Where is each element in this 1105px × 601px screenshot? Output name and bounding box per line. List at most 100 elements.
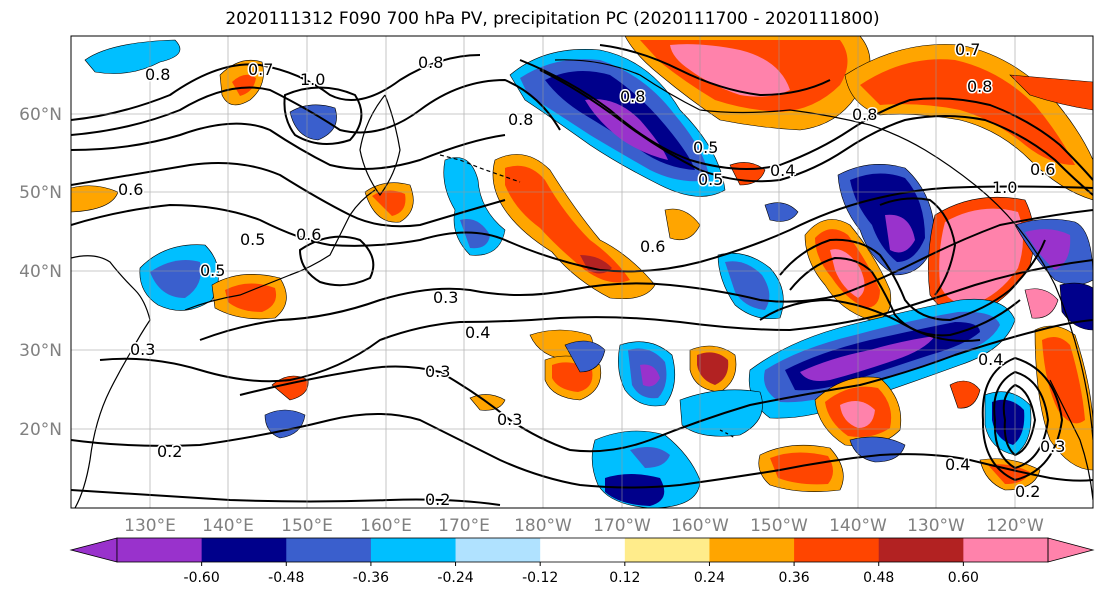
contour-label: 0.3 [130, 340, 155, 359]
contour-label: 0.8 [508, 110, 533, 129]
contour-label: 0.6 [296, 225, 321, 244]
contour-label: 0.8 [967, 77, 992, 96]
coastlines [71, 59, 1093, 508]
colorbar-segment [963, 538, 1049, 562]
colorbar-tick-label: 0.48 [863, 570, 894, 586]
pv-contour [283, 86, 363, 145]
colorbar-tick-label: -0.60 [184, 570, 220, 586]
colorbar-segment [709, 538, 795, 562]
lon-label: 150°W [750, 516, 808, 536]
pv-contour [239, 319, 1093, 453]
coastline-hawaii [719, 429, 736, 439]
contour-label: 0.7 [955, 40, 980, 59]
pv-contour [71, 185, 1093, 273]
colorbar-segment [201, 538, 287, 562]
contour-label: 0.3 [497, 410, 522, 429]
pv-contour [71, 78, 561, 136]
longitude-labels: 130°E 140°E 150°E 160°E 170°E 180°W 170°… [124, 516, 1044, 536]
colorbar-segments [69, 537, 1095, 563]
colorbar-tick-label: -0.48 [268, 570, 304, 586]
colorbar-segment [370, 538, 457, 562]
precip-blob-pos [1024, 288, 1059, 319]
colorbar-tick-label: 0.60 [948, 570, 979, 586]
colorbar-tick-label: 0.24 [694, 570, 725, 586]
contour-label: 0.5 [693, 138, 718, 157]
pv-contour [298, 235, 375, 287]
colorbar-tick-label: 0.12 [609, 570, 640, 586]
pv-contour [71, 413, 1093, 489]
colorbar-segment [878, 538, 964, 562]
colorbar: -0.60 -0.48 -0.36 -0.24 -0.12 0.12 0.24 0.36 0.4… [69, 537, 1095, 586]
colorbar-tick-label: -0.36 [353, 570, 389, 586]
colorbar-frame [116, 537, 1049, 563]
contour-label-group: 0.8 0.7 1.0 0.8 0.8 0.6 0.5 0.6 0.5 0.4 … [117, 39, 1067, 509]
contour-label: 0.2 [157, 442, 182, 461]
colorbar-tick-label: 0.36 [779, 570, 810, 586]
contour-label: 0.8 [418, 53, 443, 72]
lon-label: 170°W [593, 516, 651, 536]
latitude-labels: 60°N 50°N 40°N 30°N 20°N [19, 105, 62, 440]
precip-blob-pos [949, 380, 981, 409]
precip-blob-neg [84, 39, 181, 74]
lon-label: 160°E [360, 516, 412, 536]
contour-label: 0.5 [240, 230, 265, 249]
colorbar-extend-min [69, 537, 118, 563]
map-frame [70, 35, 1094, 509]
lon-label: 150°E [281, 516, 333, 536]
coastline-aleutians [439, 154, 521, 183]
contour-label: 0.8 [145, 65, 170, 84]
contour-label: 0.3 [1040, 437, 1065, 456]
lon-label: 180°W [514, 516, 572, 536]
colorbar-tick-label: -0.24 [437, 570, 473, 586]
precip-blob-neg [443, 157, 506, 256]
lat-label: 40°N [19, 262, 62, 282]
pv-contour [71, 122, 506, 170]
contour-label: 1.0 [300, 70, 325, 89]
pv-contour [1002, 383, 1037, 457]
precip-blob-neg [764, 202, 799, 222]
pv-contour [539, 69, 1093, 196]
contour-label: 0.6 [118, 180, 143, 199]
colorbar-segment [540, 538, 626, 562]
lon-label: 140°E [202, 516, 254, 536]
colorbar-extend-max [1047, 537, 1095, 563]
contour-label: 0.4 [770, 161, 795, 180]
contour-label: 0.5 [200, 261, 225, 280]
contour-label: 0.7 [248, 60, 273, 79]
contour-label: 0.8 [620, 87, 645, 106]
colorbar-segment [794, 538, 880, 562]
pv-contour [879, 197, 957, 296]
colorbar-segment [624, 538, 710, 562]
lon-label: 130°W [907, 516, 965, 536]
pv-contour [779, 238, 1046, 322]
coastline-japan [184, 189, 376, 311]
contour-label: 1.0 [992, 178, 1017, 197]
contour-label: 0.6 [640, 237, 665, 256]
pv-contour [981, 356, 1064, 482]
lat-label: 60°N [19, 105, 62, 125]
precip-blob-neg [849, 436, 906, 463]
pv-contour [71, 161, 506, 228]
contour-label: 0.4 [945, 455, 970, 474]
contour-label: 0.3 [425, 362, 450, 381]
pv-contour [759, 298, 981, 342]
contour-label: 0.2 [1015, 482, 1040, 501]
contour-label: 0.6 [1030, 160, 1055, 179]
contour-label: 0.5 [698, 170, 723, 189]
colorbar-tick-label: -0.12 [522, 570, 558, 586]
lon-label: 140°W [829, 516, 887, 536]
contour-label: 0.4 [465, 323, 490, 342]
colorbar-ticks: -0.60 -0.48 -0.36 -0.24 -0.12 0.12 0.24 0.36 0.4… [184, 562, 979, 586]
pv-contour [199, 209, 1093, 341]
pv-contour [789, 256, 1021, 337]
graticule [71, 36, 1093, 508]
lat-label: 20°N [19, 420, 62, 440]
lat-label: 50°N [19, 183, 62, 203]
coastline-asia [71, 255, 151, 508]
map-title: 2020111312 F090 700 hPa PV, precipitatio… [225, 9, 880, 29]
coastline-alaska [554, 59, 1093, 441]
contour-label: 0.8 [852, 105, 877, 124]
colorbar-segment [455, 538, 541, 562]
lon-label: 120°W [986, 516, 1044, 536]
